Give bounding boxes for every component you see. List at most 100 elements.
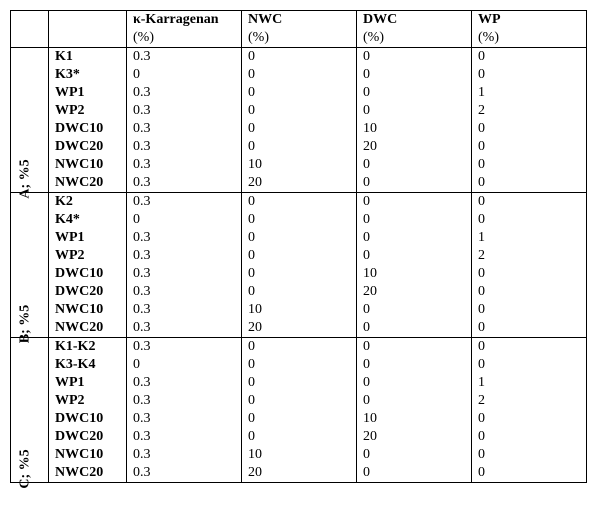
cell-value: 0 — [357, 356, 472, 374]
cell-value: 0.3 — [127, 446, 242, 464]
cell-value: 0.3 — [127, 338, 242, 357]
cell-value: 0 — [357, 319, 472, 338]
cell-value: 0 — [357, 446, 472, 464]
cell-value: 0 — [472, 174, 587, 193]
cell-value: 0 — [472, 428, 587, 446]
row-label: WP2 — [49, 247, 127, 265]
cell-value: 0.3 — [127, 138, 242, 156]
header-c4: WP — [472, 11, 587, 30]
cell-value: 0 — [242, 229, 357, 247]
cell-value: 10 — [242, 156, 357, 174]
cell-value: 0 — [472, 120, 587, 138]
cell-value: 0 — [242, 265, 357, 283]
cell-value: 0 — [472, 410, 587, 428]
cell-value: 0 — [357, 374, 472, 392]
cell-value: 0 — [242, 102, 357, 120]
cell-value: 0.3 — [127, 428, 242, 446]
cell-value: 0 — [357, 464, 472, 483]
cell-value: 20 — [242, 174, 357, 193]
row-label: WP1 — [49, 374, 127, 392]
cell-value: 0 — [357, 174, 472, 193]
cell-value: 20 — [242, 319, 357, 338]
cell-value: 0 — [472, 138, 587, 156]
cell-value: 0 — [472, 464, 587, 483]
cell-value: 20 — [242, 464, 357, 483]
cell-value: 0 — [357, 66, 472, 84]
cell-value: 10 — [357, 410, 472, 428]
cell-value: 0 — [357, 211, 472, 229]
cell-value: 0 — [242, 120, 357, 138]
cell-value: 0 — [242, 138, 357, 156]
cell-value: 0.3 — [127, 392, 242, 410]
cell-value: 10 — [357, 120, 472, 138]
section-label: A; %5 — [11, 48, 49, 193]
composition-table: κ-KarragenanNWCDWCWP(%)(%)(%)(%)A; %5K10… — [10, 10, 587, 483]
row-label: NWC20 — [49, 464, 127, 483]
header-unit: (%) — [127, 29, 242, 48]
cell-value: 0 — [472, 193, 587, 212]
cell-value: 0.3 — [127, 319, 242, 338]
row-label: NWC10 — [49, 446, 127, 464]
cell-value: 0 — [242, 66, 357, 84]
row-label: WP2 — [49, 102, 127, 120]
cell-value: 1 — [472, 374, 587, 392]
cell-value: 0 — [242, 211, 357, 229]
row-label: WP1 — [49, 229, 127, 247]
cell-value: 0 — [242, 247, 357, 265]
row-label: K3* — [49, 66, 127, 84]
cell-value: 0.3 — [127, 193, 242, 212]
cell-value: 1 — [472, 229, 587, 247]
header-unit: (%) — [357, 29, 472, 48]
cell-value: 0 — [127, 66, 242, 84]
cell-value: 2 — [472, 392, 587, 410]
row-label: NWC10 — [49, 301, 127, 319]
row-label: K1-K2 — [49, 338, 127, 357]
row-label: NWC20 — [49, 319, 127, 338]
cell-value: 0.3 — [127, 301, 242, 319]
row-label: WP2 — [49, 392, 127, 410]
row-label: K3-K4 — [49, 356, 127, 374]
header-c1: κ-Karragenan — [127, 11, 242, 30]
header-c3: DWC — [357, 11, 472, 30]
cell-value: 0 — [357, 102, 472, 120]
cell-value: 0.3 — [127, 374, 242, 392]
header-c2: NWC — [242, 11, 357, 30]
header-unit: (%) — [472, 29, 587, 48]
cell-value: 0 — [357, 229, 472, 247]
row-label: K1 — [49, 48, 127, 67]
row-label: DWC20 — [49, 428, 127, 446]
cell-value: 2 — [472, 247, 587, 265]
cell-value: 20 — [357, 138, 472, 156]
cell-value: 0 — [242, 356, 357, 374]
row-label: DWC20 — [49, 138, 127, 156]
cell-value: 0 — [472, 283, 587, 301]
cell-value: 2 — [472, 102, 587, 120]
cell-value: 0 — [357, 301, 472, 319]
cell-value: 0 — [242, 428, 357, 446]
cell-value: 10 — [242, 446, 357, 464]
cell-value: 1 — [472, 84, 587, 102]
cell-value: 0.3 — [127, 265, 242, 283]
cell-value: 0 — [472, 211, 587, 229]
cell-value: 0 — [472, 338, 587, 357]
cell-value: 0 — [472, 446, 587, 464]
header-unit: (%) — [242, 29, 357, 48]
cell-value: 0.3 — [127, 102, 242, 120]
section-label: B; %5 — [11, 193, 49, 338]
row-label: DWC10 — [49, 120, 127, 138]
cell-value: 0 — [242, 392, 357, 410]
row-label: WP1 — [49, 84, 127, 102]
cell-value: 10 — [357, 265, 472, 283]
cell-value: 0 — [242, 193, 357, 212]
cell-value: 0.3 — [127, 283, 242, 301]
cell-value: 0 — [242, 374, 357, 392]
cell-value: 0 — [357, 156, 472, 174]
cell-value: 0 — [472, 156, 587, 174]
cell-value: 0 — [127, 211, 242, 229]
cell-value: 0.3 — [127, 84, 242, 102]
cell-value: 0 — [357, 247, 472, 265]
cell-value: 0 — [242, 283, 357, 301]
cell-value: 0 — [472, 66, 587, 84]
cell-value: 20 — [357, 283, 472, 301]
section-label: C; %5 — [11, 338, 49, 483]
